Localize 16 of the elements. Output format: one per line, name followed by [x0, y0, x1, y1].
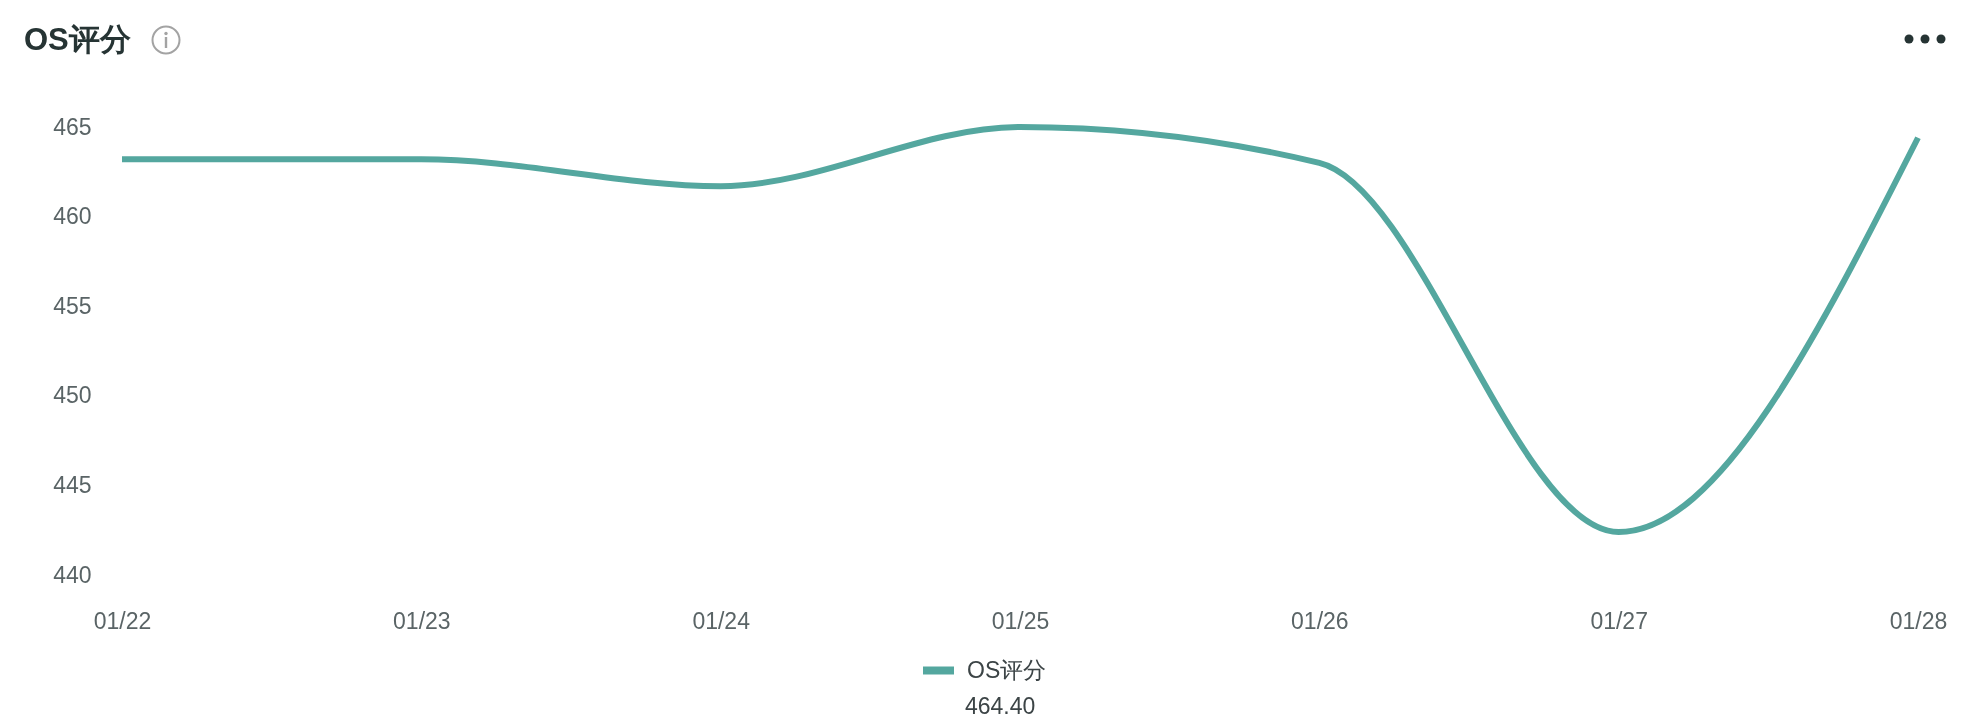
- x-tick-label: 01/24: [692, 607, 751, 634]
- text: 464.40: [965, 693, 1036, 719]
- x-tick-label: 01/27: [1590, 607, 1648, 634]
- x-tick-label: 01/26: [1291, 607, 1349, 634]
- y-tick-label: 455: [53, 292, 92, 319]
- x-tick-label: 01/22: [93, 607, 152, 634]
- x-tick-label: 01/25: [991, 607, 1050, 634]
- y-tick-label: 465: [53, 113, 92, 140]
- y-tick-label: 445: [53, 471, 92, 498]
- legend-label: OS评分: [967, 656, 1047, 683]
- y-tick-label: 460: [53, 203, 92, 230]
- y-tick-label: 450: [53, 382, 92, 409]
- x-tick-label: 01/28: [1889, 607, 1948, 634]
- y-tick-label: 440: [53, 561, 92, 588]
- x-tick-label: 01/23: [393, 607, 451, 634]
- chart-title: OS评分: [24, 21, 131, 59]
